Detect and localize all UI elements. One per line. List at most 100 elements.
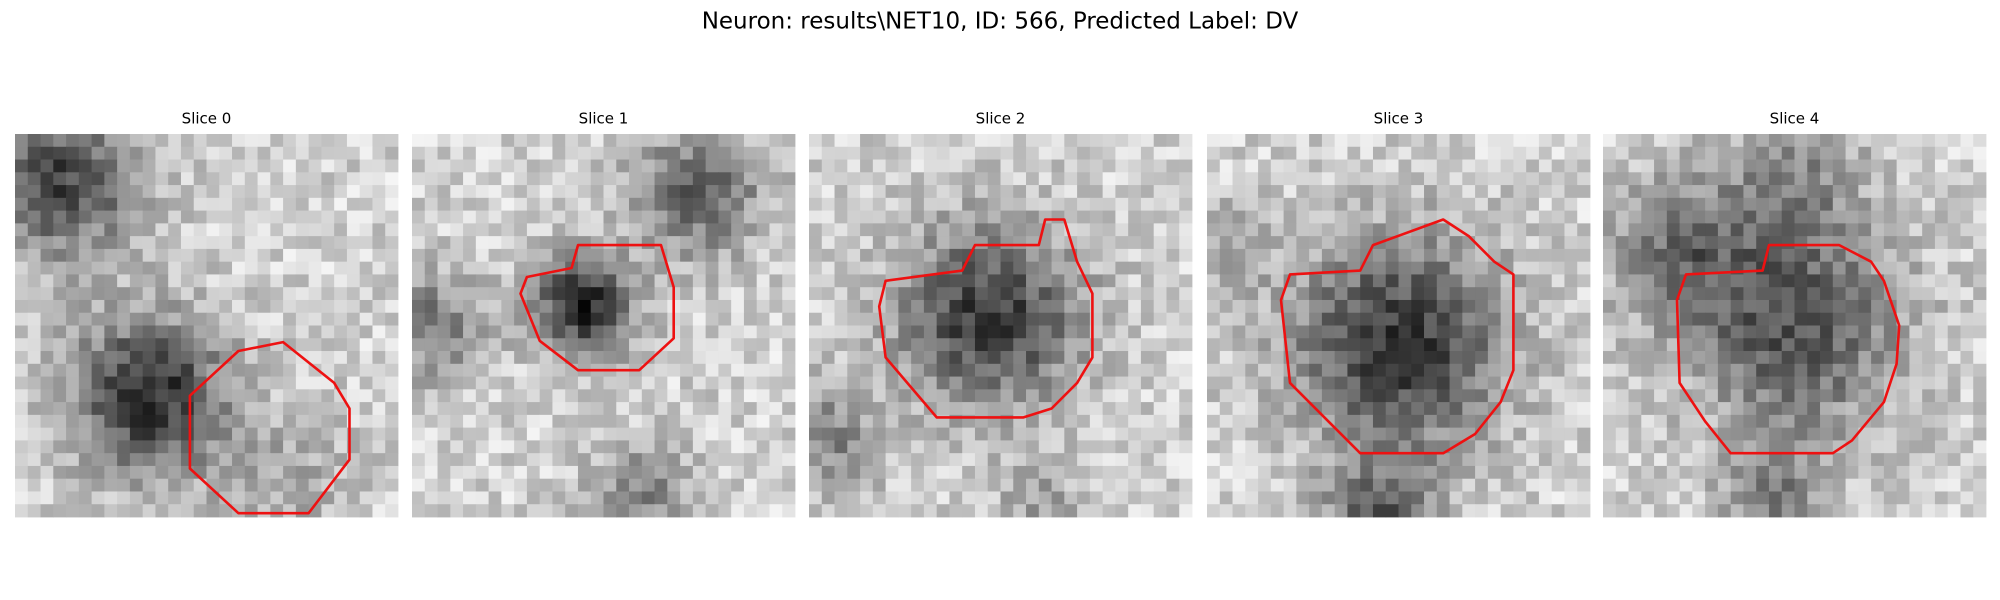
pixel xyxy=(308,236,322,250)
pixel xyxy=(936,236,950,250)
pixel xyxy=(1679,134,1693,148)
pixel xyxy=(769,287,783,301)
pixel xyxy=(1922,338,1936,352)
pixel xyxy=(1398,172,1412,186)
pixel xyxy=(168,223,182,237)
pixel xyxy=(1871,197,1885,211)
pixel xyxy=(1102,287,1116,301)
pixel xyxy=(1909,172,1923,186)
pixel xyxy=(1564,236,1578,250)
pixel xyxy=(321,504,335,518)
pixel xyxy=(809,223,823,237)
pixel xyxy=(1692,159,1706,173)
pixel xyxy=(1385,338,1399,352)
pixel xyxy=(1089,159,1104,173)
pixel xyxy=(66,351,80,365)
pixel xyxy=(821,465,835,480)
pixel xyxy=(936,134,950,148)
pixel xyxy=(1896,159,1910,173)
pixel xyxy=(1449,274,1463,288)
pixel xyxy=(1934,414,1949,429)
pixel xyxy=(168,453,182,467)
pixel xyxy=(962,146,976,160)
pixel xyxy=(372,287,386,301)
pixel xyxy=(718,338,732,352)
pixel xyxy=(283,312,297,326)
pixel xyxy=(1960,478,1974,492)
pixel xyxy=(244,312,258,326)
pixel xyxy=(27,491,41,505)
pixel xyxy=(129,172,144,186)
pixel xyxy=(898,223,912,237)
pixel xyxy=(1832,465,1846,480)
pixel xyxy=(565,389,579,403)
pixel xyxy=(1309,363,1323,377)
pixel xyxy=(1883,338,1898,352)
pixel xyxy=(1115,312,1129,326)
pixel xyxy=(66,185,80,199)
pixel xyxy=(437,236,451,250)
pixel xyxy=(463,236,477,250)
pixel xyxy=(321,453,335,467)
pixel xyxy=(1513,402,1527,416)
pixel xyxy=(450,389,464,403)
pixel xyxy=(219,312,233,326)
pixel xyxy=(1449,159,1463,173)
pixel xyxy=(1538,427,1553,441)
pixel xyxy=(1449,197,1463,211)
pixel xyxy=(1424,440,1438,454)
pixel xyxy=(1258,338,1272,352)
pixel xyxy=(1526,210,1540,224)
pixel xyxy=(501,440,515,454)
pixel xyxy=(1883,172,1898,186)
pixel xyxy=(514,338,528,352)
pixel xyxy=(1475,210,1489,224)
pixel xyxy=(1807,325,1821,339)
pixel xyxy=(1538,453,1553,467)
pixel xyxy=(1705,414,1719,429)
pixel xyxy=(552,465,566,480)
pixel xyxy=(629,440,643,454)
pixel xyxy=(731,159,745,173)
pixel xyxy=(705,427,719,441)
pixel xyxy=(1462,172,1476,186)
pixel xyxy=(1705,248,1719,263)
pixel xyxy=(1654,363,1668,377)
pixel xyxy=(885,261,899,275)
pixel xyxy=(1845,338,1859,352)
pixel xyxy=(1360,312,1374,326)
pixel xyxy=(641,197,655,211)
pixel xyxy=(1603,185,1617,199)
pixel xyxy=(1871,172,1885,186)
pixel xyxy=(911,134,925,148)
pixel xyxy=(1245,210,1259,224)
pixel xyxy=(270,236,284,250)
pixel xyxy=(1934,172,1949,186)
pixel xyxy=(1000,389,1014,403)
pixel xyxy=(1321,236,1336,250)
pixel xyxy=(680,159,694,173)
pixel xyxy=(1960,261,1974,275)
pixel xyxy=(91,453,105,467)
pixel xyxy=(346,134,361,148)
pixel xyxy=(450,223,464,237)
pixel xyxy=(1679,261,1693,275)
pixel xyxy=(1424,376,1438,390)
pixel xyxy=(78,172,92,186)
pixel xyxy=(385,491,399,505)
pixel xyxy=(1883,236,1898,250)
pixel xyxy=(1832,491,1846,505)
pixel xyxy=(1347,363,1361,377)
pixel xyxy=(756,287,770,301)
pixel xyxy=(334,236,348,250)
pixel xyxy=(1258,146,1272,160)
pixel xyxy=(180,172,195,186)
pixel xyxy=(577,414,592,429)
pixel xyxy=(1858,325,1872,339)
pixel xyxy=(680,338,694,352)
pixel xyxy=(1128,287,1142,301)
pixel xyxy=(168,197,182,211)
pixel xyxy=(1551,134,1565,148)
pixel xyxy=(692,261,707,275)
pixel xyxy=(526,453,541,467)
